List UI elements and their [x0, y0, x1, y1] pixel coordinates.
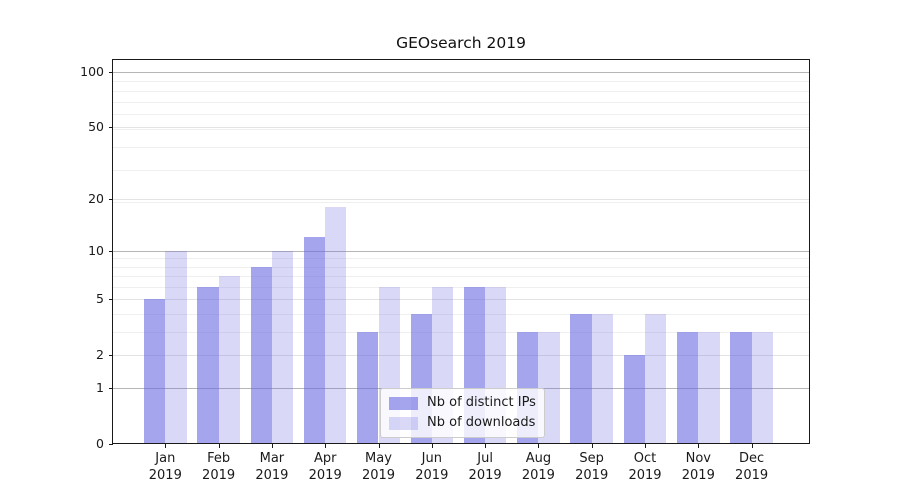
y-major-gridline	[113, 250, 810, 252]
bar-distinct-ips-feb	[197, 286, 219, 444]
bar-distinct-ips-sep	[570, 314, 592, 444]
y-tick	[109, 355, 113, 357]
y-minor-gridline	[113, 128, 810, 130]
y-minor-gridline	[113, 81, 810, 83]
bar-downloads-feb	[218, 276, 240, 444]
x-tick-label: Sep 2019	[575, 451, 609, 483]
y-tick	[109, 299, 113, 301]
y-tick	[109, 198, 113, 200]
y-minor-gridline	[113, 276, 810, 278]
bar-downloads-dec	[751, 331, 773, 444]
bar-downloads-nov	[698, 331, 720, 444]
x-tick-label: Dec 2019	[735, 451, 769, 483]
x-tick	[538, 443, 540, 448]
x-tick-label: Aug 2019	[521, 451, 555, 483]
y-tick-label: 2	[96, 347, 104, 363]
bar-distinct-ips-apr	[303, 237, 326, 444]
y-minor-gridline	[113, 314, 810, 315]
legend-item-downloads: Nb of downloads	[389, 415, 536, 431]
bar-downloads-mar	[271, 250, 294, 444]
x-tick	[218, 443, 220, 448]
y-tick	[109, 72, 113, 74]
y-tick-label: 100	[80, 64, 104, 80]
x-tick	[431, 443, 433, 448]
legend-label-downloads: Nb of downloads	[427, 415, 536, 430]
legend-swatch-distinct-ips	[389, 396, 418, 410]
y-minor-gridline	[113, 258, 810, 260]
y-tick-gridline	[113, 127, 810, 129]
x-tick	[165, 443, 167, 448]
legend-label-distinct-ips: Nb of distinct IPs	[427, 395, 536, 410]
x-tick-label: Nov 2019	[681, 451, 715, 483]
x-tick-label: Jul 2019	[468, 451, 502, 483]
legend-item-distinct-ips: Nb of distinct IPs	[389, 395, 536, 411]
y-tick-gridline	[113, 198, 810, 200]
y-minor-gridline	[113, 169, 810, 171]
y-minor-gridline	[113, 90, 810, 92]
x-tick	[645, 443, 646, 448]
y-tick-gridline	[113, 355, 810, 357]
y-minor-gridline	[113, 266, 810, 268]
bar-distinct-ips-may	[357, 331, 379, 444]
legend: Nb of distinct IPs Nb of downloads	[380, 388, 545, 438]
y-tick	[109, 387, 113, 389]
bar-distinct-ips-nov	[677, 331, 699, 444]
y-tick-label: 50	[88, 119, 104, 135]
y-tick-label: 10	[88, 242, 104, 258]
x-tick	[485, 443, 487, 448]
bar-distinct-ips-oct	[623, 355, 645, 444]
y-minor-gridline	[113, 101, 810, 103]
y-tick-label: 5	[96, 291, 104, 307]
chart-title: GEOsearch 2019	[396, 34, 526, 52]
y-tick-gridline	[113, 299, 810, 301]
x-tick-label: Feb 2019	[202, 451, 236, 483]
x-tick	[698, 443, 700, 448]
y-major-gridline	[113, 72, 810, 74]
y-minor-gridline	[113, 286, 810, 288]
x-tick	[378, 443, 380, 448]
x-tick	[751, 443, 753, 448]
bar-downloads-sep	[591, 314, 613, 444]
y-minor-gridline	[113, 202, 810, 204]
y-minor-gridline	[113, 331, 810, 333]
bar-downloads-jan	[165, 250, 187, 444]
x-tick	[591, 443, 593, 448]
x-tick-label: Apr 2019	[308, 451, 342, 483]
x-tick	[271, 443, 273, 448]
y-minor-gridline	[113, 114, 810, 115]
y-tick-label: 20	[88, 190, 104, 206]
bar-downloads-oct	[645, 314, 667, 444]
x-tick-label: May 2019	[361, 451, 396, 483]
legend-swatch-downloads	[389, 416, 418, 430]
x-tick-label: Jan 2019	[148, 451, 182, 483]
x-tick	[325, 443, 327, 448]
y-tick-label: 0	[96, 435, 104, 451]
bar-downloads-apr	[325, 206, 347, 444]
y-tick	[109, 250, 113, 252]
y-tick-label: 1	[96, 379, 104, 395]
y-tick	[109, 443, 113, 445]
x-tick-label: Mar 2019	[255, 451, 289, 483]
y-tick	[109, 127, 113, 129]
x-tick-label: Jun 2019	[415, 451, 449, 483]
y-minor-gridline	[113, 146, 810, 148]
bar-distinct-ips-dec	[730, 331, 752, 444]
bar-distinct-ips-jan	[144, 299, 166, 444]
bar-distinct-ips-mar	[250, 266, 272, 444]
x-tick-label: Oct 2019	[628, 451, 662, 483]
